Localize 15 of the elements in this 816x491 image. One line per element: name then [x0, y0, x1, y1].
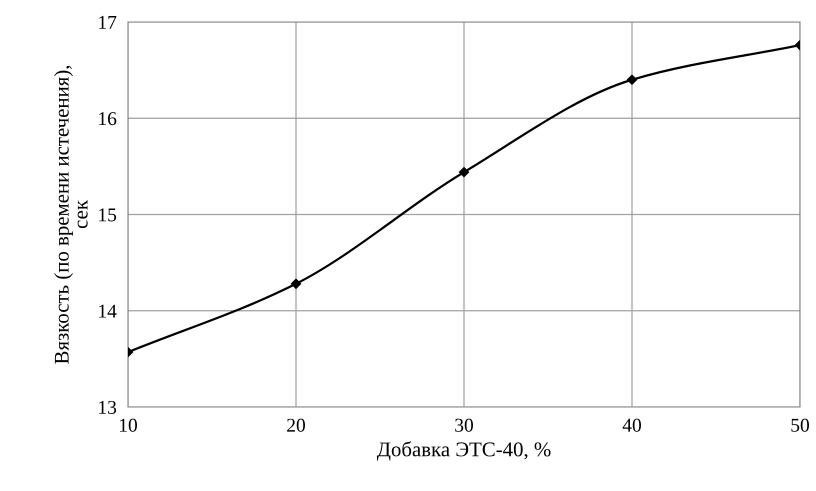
x-tick-label: 30: [455, 418, 473, 432]
y-axis-title: Вязкость (по времени истечения), сек: [54, 66, 88, 364]
y-tick-label: 15: [99, 208, 116, 222]
y-tick-label: 13: [99, 400, 116, 414]
y-tick-label: 16: [99, 112, 116, 126]
x-tick-label: 40: [622, 418, 641, 432]
point: [458, 167, 470, 178]
y-tick-label: 14: [99, 304, 117, 318]
point: [626, 74, 638, 85]
x-tick-label: 50: [791, 418, 809, 432]
point: [290, 278, 302, 289]
x-tick-label: 10: [120, 418, 137, 432]
x-tick-label: 20: [287, 418, 305, 432]
x-axis-title: Добавка ЭТС-40, %: [376, 441, 551, 461]
y-tick-label: 17: [99, 16, 116, 29]
